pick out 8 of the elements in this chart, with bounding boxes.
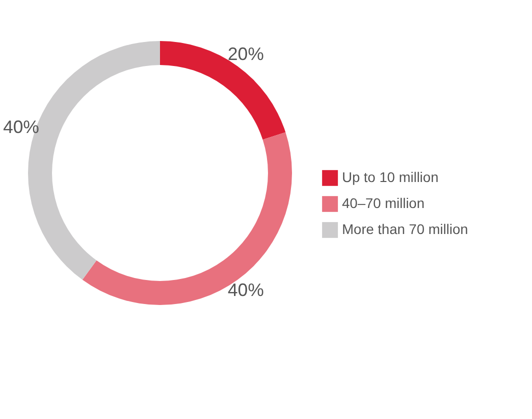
legend-label: 40–70 million xyxy=(342,195,424,211)
data-label: 20% xyxy=(228,44,264,64)
data-label: 40% xyxy=(228,280,264,300)
data-label: 40% xyxy=(3,116,40,137)
donut-slice xyxy=(160,41,286,140)
donut-slice xyxy=(82,132,292,305)
legend-label: More than 70 million xyxy=(342,221,468,237)
legend-label: Up to 10 million xyxy=(342,169,438,185)
